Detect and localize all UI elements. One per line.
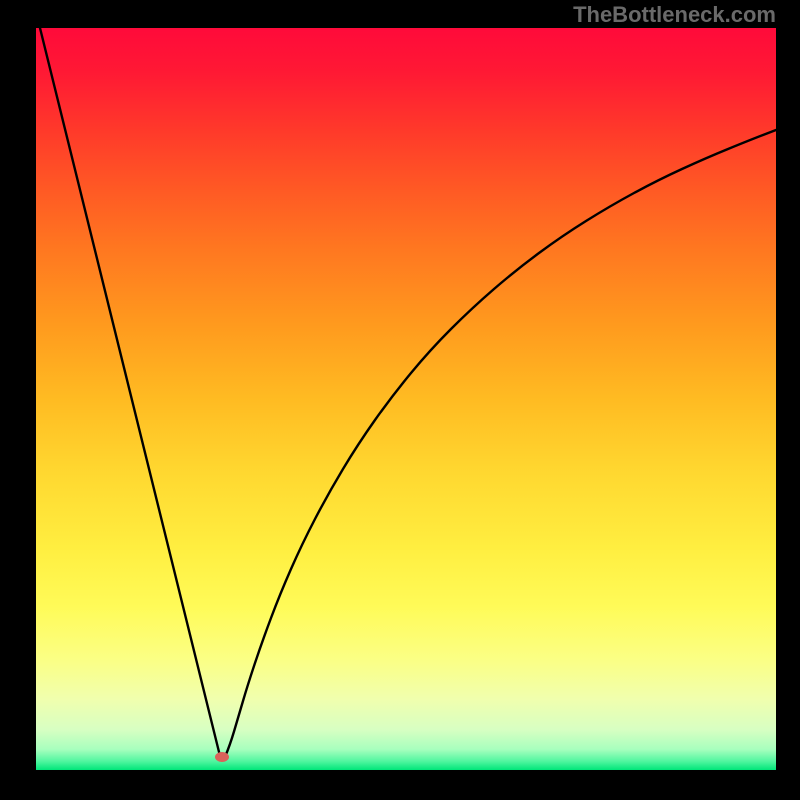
watermark-text: TheBottleneck.com <box>573 2 776 28</box>
chart-container: TheBottleneck.com <box>0 0 800 800</box>
curve-layer <box>0 0 800 800</box>
minimum-marker <box>215 752 229 762</box>
bottleneck-curve <box>40 28 776 757</box>
plot-area <box>36 28 776 770</box>
